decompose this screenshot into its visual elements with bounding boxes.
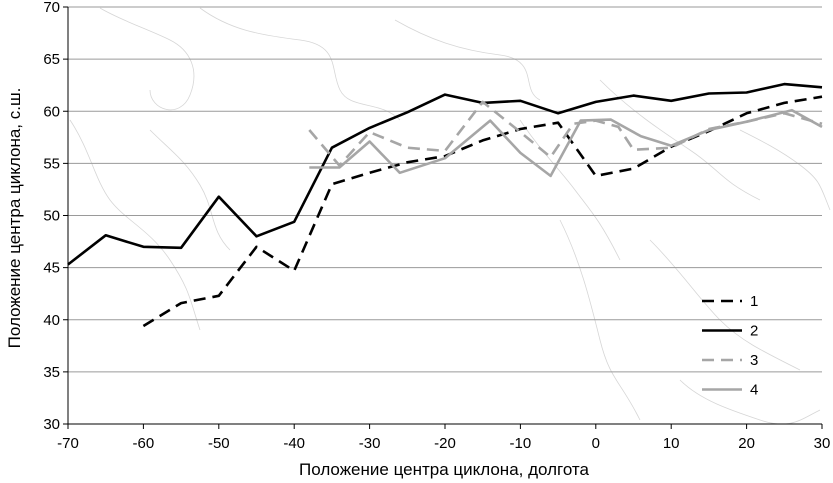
y-tick-label: 70 [43,0,60,16]
y-tick-label: 60 [43,103,60,120]
y-tick-label: 50 [43,208,60,225]
y-tick-label: 55 [43,155,60,172]
axes [63,6,823,429]
y-axis-title: Положение центра циклона, с.ш. [5,88,24,349]
x-tick-label: -50 [208,435,230,452]
x-tick-label: -60 [133,435,155,452]
x-tick-label: -40 [283,435,305,452]
series-line-4 [309,108,823,178]
series-line-2 [67,82,823,266]
tick-labels: 30 35 40 45 50 55 60 65 70 -70 -60 -50 -40 -30 -20 -10 0… [43,0,830,452]
legend-label-3: 3 [750,352,758,369]
series-line-1 [142,95,823,328]
legend-label-1: 1 [750,293,758,310]
legend: 1 2 3 4 [702,293,758,399]
y-tick-label: 45 [43,260,60,277]
background-map [69,7,831,425]
x-tick-label: -20 [434,435,456,452]
series-line-3 [308,100,823,167]
x-axis-title: Положение центра циклона, долгота [299,460,590,479]
x-tick-label: 30 [814,435,831,452]
x-tick-label: -30 [359,435,381,452]
x-tick-label: 20 [738,435,755,452]
x-tick-label: -70 [57,435,79,452]
legend-label-4: 4 [750,382,758,399]
series-lines [67,82,823,328]
y-tick-label: 35 [43,364,60,381]
legend-label-2: 2 [750,323,758,340]
x-tick-label: -10 [510,435,532,452]
x-tick-label: 0 [592,435,600,452]
y-tick-label: 40 [43,312,60,329]
y-tick-label: 65 [43,51,60,68]
gridlines [68,6,822,425]
y-tick-label: 30 [43,416,60,433]
x-tick-label: 10 [663,435,680,452]
